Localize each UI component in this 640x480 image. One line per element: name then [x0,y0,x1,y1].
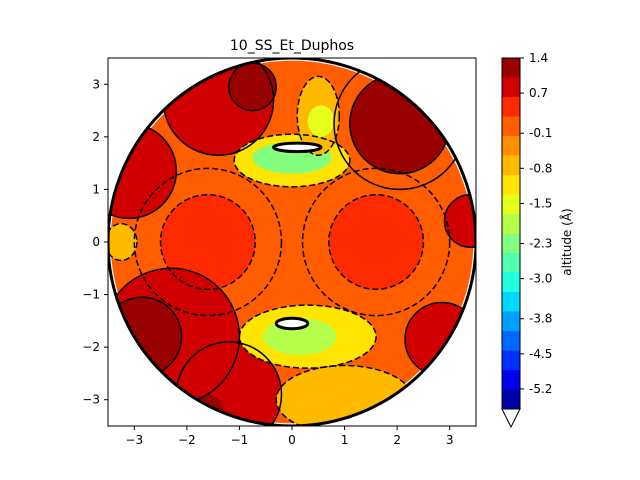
contour-map [108,58,476,426]
colorbar-label: altitude (Å) [559,208,574,275]
x-tick-label: −2 [178,433,196,447]
x-tick-label: 2 [393,433,401,447]
region-top-right-knob [386,105,403,122]
colorbar-band [502,272,520,293]
contour-line-dashed [296,75,341,157]
contour-line-dashed [159,193,256,291]
colorbar-tick-label: -1.5 [529,196,552,210]
y-tick-label: −1 [82,288,100,302]
x-tick-label: −1 [231,433,249,447]
colorbar-tick-label: -0.8 [529,161,552,175]
colorbar-band [502,97,520,117]
colorbar-band [502,331,520,351]
contour-line-dashed [238,304,377,369]
chart-title: 10_SS_Et_Duphos [230,38,354,54]
colorbar-tick-label: -5.2 [529,382,552,396]
x-axis: −3 −2 −1 0 1 2 3 [125,426,454,447]
contour-line-dashed [108,222,138,262]
colorbar-band [502,116,520,137]
colorbar-tick-label: -2.3 [529,237,552,251]
region-left-core [160,194,256,290]
colorbar-extend-min [501,408,521,429]
colorbar: 1.4 0.7 -0.1 -0.8 -1.5 -2.3 -3.0 -3.8 -4.5 -5.2 [501,51,552,429]
region-left-edge-dip [108,223,137,261]
colorbar-band [502,77,520,98]
region-right-core [328,194,424,290]
colorbar-tick-label: 1.4 [529,51,548,65]
y-tick-label: 2 [92,130,100,144]
region-top-notch-deep [307,105,335,137]
x-tick-label: 1 [341,433,349,447]
colorbar-band [502,311,520,332]
x-tick-label: −3 [125,433,143,447]
colorbar-frame [501,57,521,410]
y-tick-label: 0 [92,235,100,249]
colorbar-band [502,175,520,195]
colorbar-band [502,233,520,254]
y-tick-label: 1 [92,182,100,196]
colorbar-tick-label: -3.8 [529,312,552,326]
colorbar-band [502,253,520,273]
colorbar-tick-label: -4.5 [529,347,552,361]
region-far-right-ridge [444,194,476,248]
x-tick-label: 0 [288,433,296,447]
colorbar-band [502,292,520,312]
colorbar-band [502,389,520,410]
colorbar-band [502,194,520,215]
colorbar-tick-label: 0.7 [529,86,548,100]
y-tick-label: −2 [82,340,100,354]
masked-holes [272,141,323,331]
masked-bottom-hole [274,316,310,331]
x-tick-label: 3 [446,433,454,447]
masked-top-hole [272,141,323,154]
colorbar-band [502,370,520,390]
contour-line-dashed [301,167,451,317]
colorbar-band [502,58,520,78]
region-left-ridge [108,123,177,219]
colorbar-tick-label: -0.1 [529,126,552,140]
region-top-left-peak [228,63,277,111]
contour-line-dashed [233,133,351,188]
colorbar-band [502,155,520,176]
y-tick-label: −3 [82,393,100,407]
colorbar-band [502,136,520,156]
colorbar-tick-label: -3.0 [529,272,552,286]
contour-line-dashed [133,167,283,317]
colorbar-band [502,214,520,234]
y-tick-label: 3 [92,77,100,91]
y-axis: −3 −2 −1 0 1 2 3 [82,77,108,407]
contour-line-dashed [328,193,425,291]
colorbar-band [502,350,520,371]
